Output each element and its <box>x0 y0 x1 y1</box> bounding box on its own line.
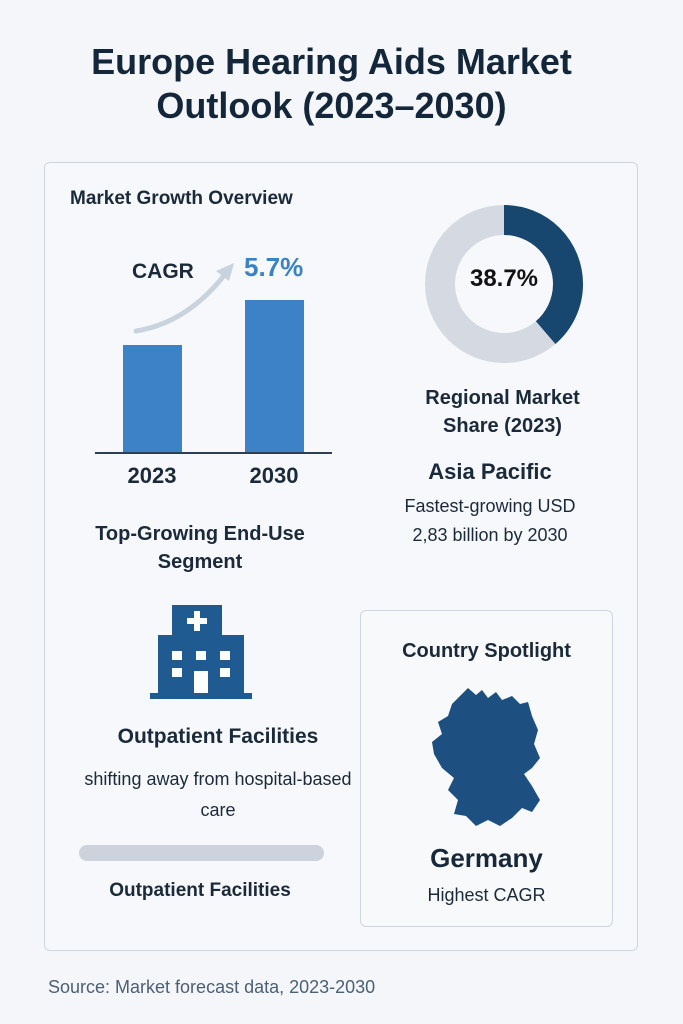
source-note: Source: Market forecast data, 2023-2030 <box>48 977 376 997</box>
segment-name: Outpatient Facilities <box>117 725 319 748</box>
bar-2023 <box>123 345 182 452</box>
segment-heading: Top-Growing End-Use Segment <box>95 523 305 573</box>
region-description: Fastest-growing USD 2,83 billion by 2030 <box>404 496 576 545</box>
region-name: Asia Pacific <box>428 459 552 484</box>
country-note: Highest CAGR <box>427 885 546 905</box>
country-name: Germany <box>430 843 543 873</box>
hospital-icon <box>150 605 252 699</box>
year-label-2030: 2030 <box>249 463 299 488</box>
germany-map-icon <box>432 688 540 826</box>
year-label-2023: 2023 <box>127 463 177 488</box>
bar-2030 <box>245 300 304 452</box>
share-label: Regional Market Share (2023) <box>425 387 580 437</box>
donut-share-segment <box>425 205 583 363</box>
share-value: 38.7% <box>469 265 539 292</box>
growth-heading: Market Growth Overview <box>70 188 293 209</box>
spotlight-heading: Country Spotlight <box>402 640 571 662</box>
regional-share-donut <box>425 205 583 363</box>
cagr-label: CAGR <box>132 260 194 283</box>
segment-bar-label: Outpatient Facilities <box>109 880 291 901</box>
growth-arrow-icon <box>133 263 234 334</box>
chart-baseline <box>95 452 332 454</box>
segment-description: shifting away from hospital-based care <box>84 769 352 820</box>
cagr-value: 5.7% <box>244 252 304 282</box>
segment-bar <box>79 845 324 861</box>
page-title: Europe Hearing Aids Market Outlook (2023… <box>91 41 572 126</box>
